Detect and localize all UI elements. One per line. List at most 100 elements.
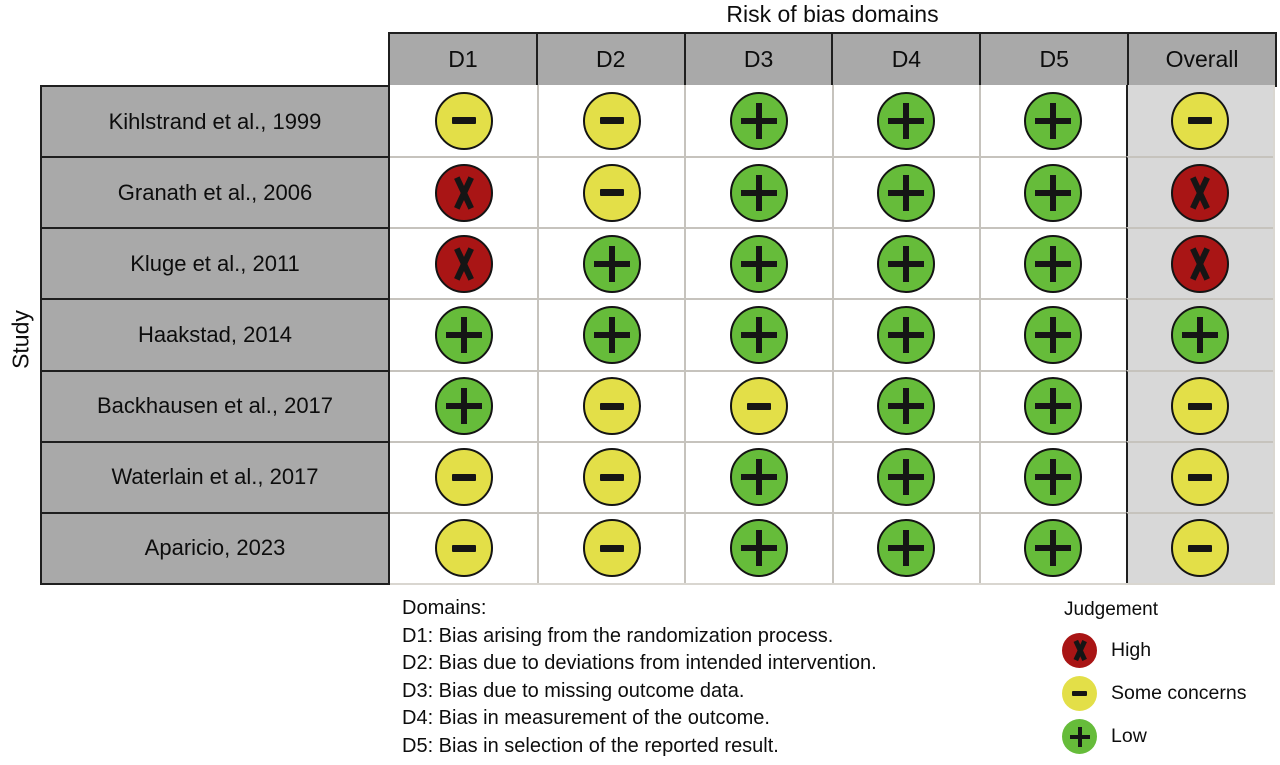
rob-cell	[390, 85, 538, 157]
legend-label: High	[1111, 639, 1152, 661]
judgement-circle-low	[1171, 305, 1230, 364]
x-icon	[1187, 176, 1213, 210]
plus-icon	[594, 246, 630, 282]
rob-cell	[831, 440, 979, 512]
plus-icon	[741, 530, 777, 566]
judgement-circle-some_concerns	[1171, 448, 1230, 507]
rob-cell	[1125, 369, 1273, 441]
minus-icon	[599, 189, 624, 197]
legend-item-high: High	[1062, 633, 1246, 668]
judgement-legend-heading: Judgement	[1064, 599, 1159, 620]
domains-note-line: D4: Bias in measurement of the outcome.	[402, 707, 770, 729]
judgement-circle-high	[1171, 163, 1230, 222]
judgement-circle-low	[1024, 305, 1083, 364]
judgement-circle-low	[582, 305, 641, 364]
figure-title: Risk of bias domains	[726, 1, 939, 27]
minus-icon	[599, 544, 624, 552]
plus-icon	[888, 459, 924, 495]
rob-cell	[684, 369, 832, 441]
judgement-circle-some_concerns	[729, 377, 788, 436]
domains-note-heading: Domains:	[402, 597, 487, 619]
judgement-circle-some_concerns	[1171, 519, 1230, 578]
judgement-circle-low	[582, 234, 641, 293]
rob-cell	[537, 85, 685, 157]
plus-icon	[888, 317, 924, 353]
plus-icon	[594, 317, 630, 353]
plus-icon	[741, 175, 777, 211]
judgement-circle-some_concerns	[582, 91, 641, 150]
rob-cell	[684, 156, 832, 228]
judgement-circle-some_concerns	[582, 377, 641, 436]
rob-cell	[537, 227, 685, 299]
judgement-legend-items: High Some concerns Low	[1062, 633, 1246, 754]
rob-cell	[831, 298, 979, 370]
plus-icon	[1070, 727, 1090, 747]
rob-cell	[978, 440, 1126, 512]
rob-cell	[831, 369, 979, 441]
judgement-circle-some_concerns	[434, 519, 493, 578]
judgement-circle-some_concerns	[1171, 91, 1230, 150]
rob-cell	[390, 156, 538, 228]
minus-icon	[599, 117, 624, 125]
domains-note-line: D3: Bias due to missing outcome data.	[402, 679, 745, 702]
plus-icon	[1035, 317, 1071, 353]
rob-cell	[1125, 511, 1273, 583]
rob-cell	[978, 156, 1126, 228]
rob-cell	[684, 511, 832, 583]
plus-icon	[888, 530, 924, 566]
legend-label: Some concerns	[1111, 682, 1247, 704]
plus-icon	[888, 388, 924, 424]
plus-icon	[888, 103, 924, 139]
rob-cell	[1125, 298, 1273, 370]
domains-note-lines: D1: Bias arising from the randomization …	[402, 623, 877, 761]
rob-cell	[684, 85, 832, 157]
plus-icon	[741, 317, 777, 353]
judgement-circle-low	[729, 91, 788, 150]
rob-cell	[390, 511, 538, 583]
judgement-circle-low	[729, 519, 788, 578]
judgement-circle-low	[877, 448, 936, 507]
row-label: Kihlstrand et al., 1999	[40, 85, 390, 159]
rob-cell	[1125, 156, 1273, 228]
minus-icon	[1072, 691, 1087, 696]
row-label: Aparicio, 2023	[40, 511, 390, 585]
plus-icon	[446, 388, 482, 424]
judgement-circle-high	[434, 234, 493, 293]
rob-cell	[390, 440, 538, 512]
row-label: Haakstad, 2014	[40, 298, 390, 372]
judgement-circle-low	[877, 305, 936, 364]
rob-cell	[684, 298, 832, 370]
plus-icon	[1035, 103, 1071, 139]
judgement-circle-some_concerns	[1171, 377, 1230, 436]
minus-icon	[1188, 473, 1213, 481]
plus-icon	[1182, 317, 1218, 353]
column-header-d5: D5	[979, 32, 1130, 87]
judgement-legend: Judgement High Some concerns Low	[1062, 599, 1246, 762]
plus-icon	[446, 317, 482, 353]
judgement-circle-some_concerns	[434, 448, 493, 507]
domains-note-line: D1: Bias arising from the randomization …	[402, 624, 834, 647]
rob-cell	[390, 369, 538, 441]
x-icon	[1187, 247, 1213, 281]
rob-cell	[537, 440, 685, 512]
minus-icon	[451, 544, 476, 552]
rob-cell	[831, 156, 979, 228]
judgement-circle-low	[729, 163, 788, 222]
plus-icon	[741, 459, 777, 495]
plus-icon	[741, 246, 777, 282]
legend-swatch-some_concerns	[1062, 676, 1097, 711]
minus-icon	[1188, 117, 1213, 125]
judgement-circle-low	[877, 91, 936, 150]
rob-cell	[684, 227, 832, 299]
judgement-circle-low	[877, 377, 936, 436]
rob-cell	[537, 298, 685, 370]
minus-icon	[451, 473, 476, 481]
rob-cell	[537, 156, 685, 228]
rob-cell	[390, 227, 538, 299]
rob-cell	[978, 85, 1126, 157]
minus-icon	[599, 473, 624, 481]
plus-icon	[888, 246, 924, 282]
rob-cell	[978, 298, 1126, 370]
judgement-circle-high	[1171, 234, 1230, 293]
